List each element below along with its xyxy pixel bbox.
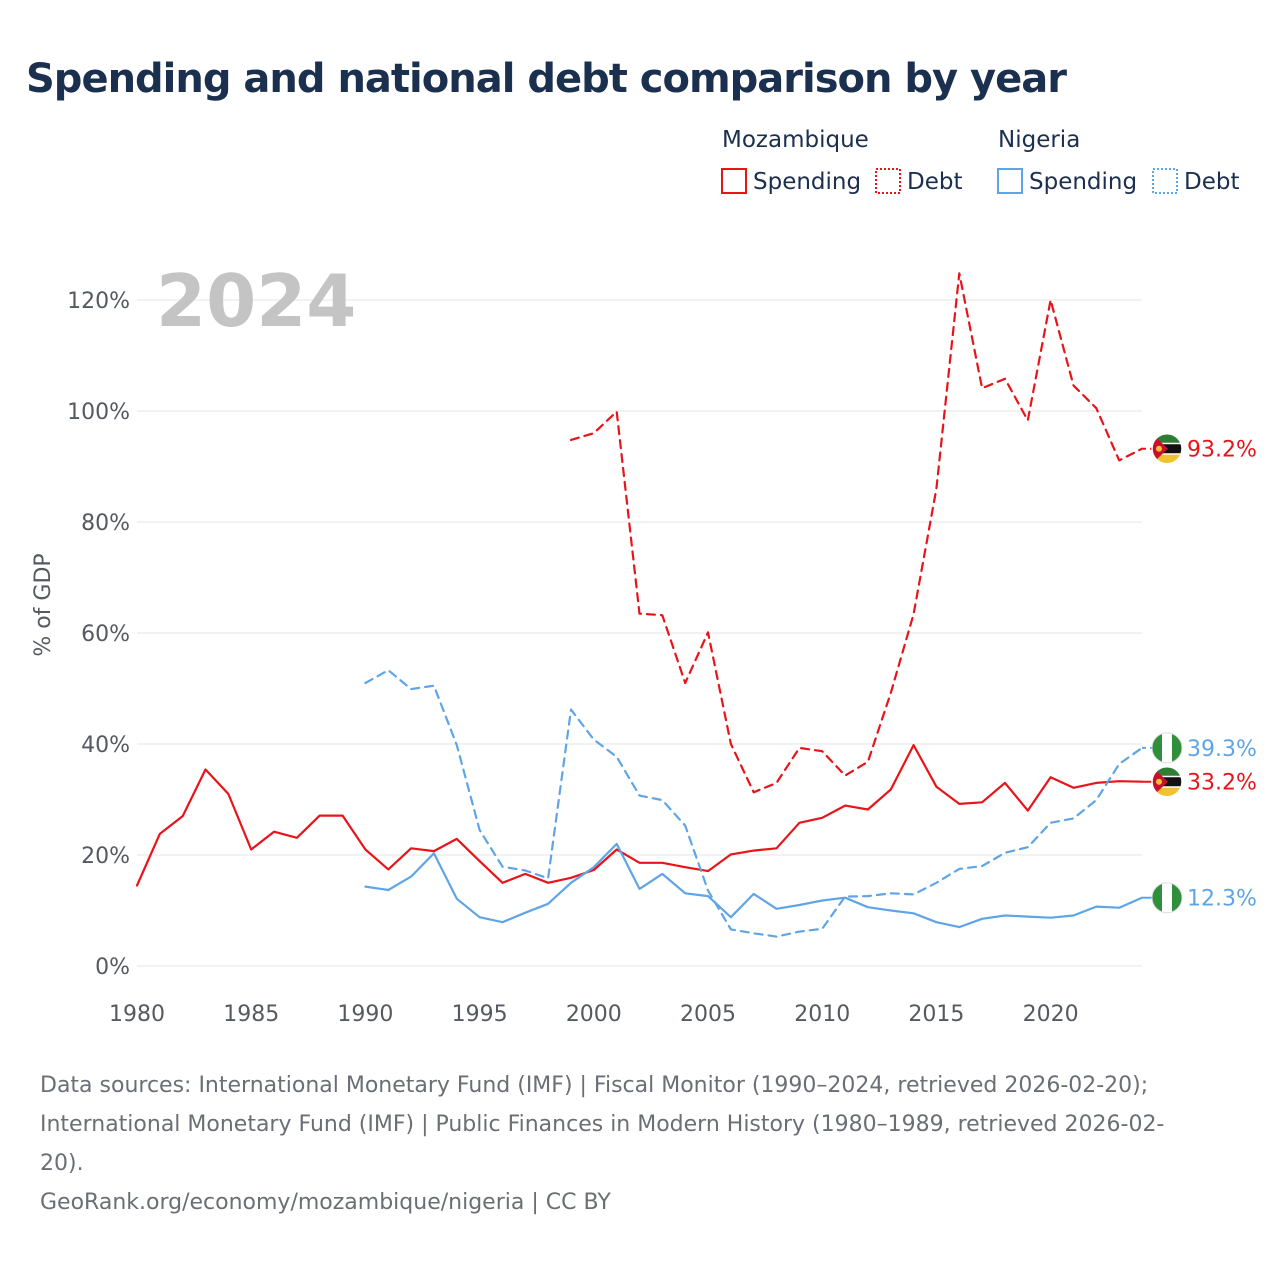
end-value-label: 93.2% bbox=[1187, 438, 1257, 463]
end-value-label: 12.3% bbox=[1187, 887, 1257, 912]
y-tick-label: 60% bbox=[81, 622, 130, 647]
y-tick-label: 40% bbox=[81, 733, 130, 758]
nigeria-flag-icon bbox=[1152, 732, 1182, 763]
series-end-markers: 33.2% 93.2% 12.3% 39.3% bbox=[1142, 432, 1257, 914]
footer-sources-line-2: International Monetary Fund (IMF) | Publ… bbox=[40, 1112, 1164, 1137]
legend: Mozambique Nigeria Spending Debt Spendin… bbox=[721, 127, 1239, 195]
footer: Data sources: International Monetary Fun… bbox=[40, 1073, 1164, 1215]
gridlines bbox=[137, 299, 1142, 967]
x-axis-ticks: 1980 1985 1990 1995 2000 2005 2010 2015 2020 bbox=[109, 1002, 1079, 1027]
x-tick-label: 2005 bbox=[680, 1002, 736, 1027]
end-value-label: 39.3% bbox=[1187, 737, 1257, 762]
legend-swatch-nigeria-spending bbox=[997, 168, 1023, 194]
legend-label-nigeria-spending: Spending bbox=[1029, 169, 1137, 195]
mozambique-flag-icon bbox=[1152, 433, 1182, 464]
x-tick-label: 1985 bbox=[223, 1002, 279, 1027]
x-tick-label: 1990 bbox=[337, 1002, 393, 1027]
y-tick-label: 100% bbox=[67, 400, 130, 425]
series-lines bbox=[135, 272, 1144, 938]
end-marker-nigeria-spending: 12.3% bbox=[1142, 882, 1257, 914]
end-marker-nigeria-debt: 39.3% bbox=[1142, 732, 1257, 764]
x-tick-label: 2015 bbox=[908, 1002, 964, 1027]
series-line-nigeria-spending bbox=[364, 842, 1144, 929]
x-tick-label: 2000 bbox=[566, 1002, 622, 1027]
legend-label-nigeria-debt: Debt bbox=[1184, 169, 1239, 195]
legend-label-mozambique-debt: Debt bbox=[907, 169, 962, 195]
footer-sources-line-1: Data sources: International Monetary Fun… bbox=[40, 1073, 1148, 1098]
y-tick-label: 0% bbox=[95, 955, 130, 980]
end-marker-mozambique-spending: 33.2% bbox=[1142, 765, 1257, 798]
legend-swatch-mozambique-debt bbox=[875, 168, 901, 194]
x-tick-label: 1980 bbox=[109, 1002, 165, 1027]
series-line-nigeria-debt bbox=[364, 669, 1144, 938]
legend-swatch-mozambique-spending bbox=[721, 168, 747, 194]
end-value-label: 33.2% bbox=[1187, 771, 1257, 796]
legend-swatch-nigeria-debt bbox=[1152, 168, 1178, 194]
mozambique-flag-icon bbox=[1152, 766, 1182, 797]
legend-group-mozambique: Mozambique bbox=[722, 127, 869, 153]
end-marker-mozambique-debt: 93.2% bbox=[1142, 432, 1257, 465]
legend-group-nigeria: Nigeria bbox=[998, 127, 1080, 153]
footer-attribution: GeoRank.org/economy/mozambique/nigeria |… bbox=[40, 1190, 611, 1215]
y-axis-ticks: 0% 20% 40% 60% 80% 100% 120% bbox=[67, 289, 130, 980]
chart-title: Spending and national debt comparison by… bbox=[26, 56, 1067, 102]
x-tick-label: 2020 bbox=[1023, 1002, 1079, 1027]
nigeria-flag-icon bbox=[1152, 882, 1182, 913]
y-axis-label: % of GDP bbox=[31, 553, 56, 656]
series-line-mozambique-spending bbox=[135, 743, 1144, 887]
y-tick-label: 20% bbox=[81, 844, 130, 869]
y-tick-label: 80% bbox=[81, 511, 130, 536]
x-tick-label: 2010 bbox=[794, 1002, 850, 1027]
series-line-mozambique-debt bbox=[569, 272, 1144, 794]
current-year-label: 2024 bbox=[156, 259, 356, 343]
footer-sources-line-3: 20). bbox=[40, 1151, 84, 1176]
y-tick-label: 120% bbox=[67, 289, 130, 314]
x-tick-label: 1995 bbox=[452, 1002, 508, 1027]
legend-label-mozambique-spending: Spending bbox=[753, 169, 861, 195]
